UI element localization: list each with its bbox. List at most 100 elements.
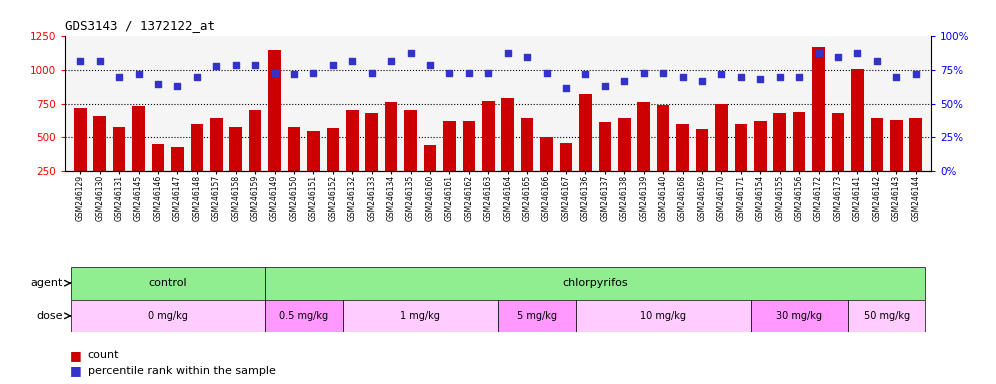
Point: [888, 74, 904, 80]
Text: 0.5 mg/kg: 0.5 mg/kg: [279, 311, 329, 321]
Bar: [268, 50, 281, 205]
Point: [772, 74, 788, 80]
Point: [578, 71, 594, 77]
Bar: [404, 111, 417, 205]
Point: [189, 74, 205, 80]
Bar: [560, 143, 573, 205]
Point: [694, 78, 710, 84]
Bar: [774, 113, 786, 205]
Point: [92, 58, 108, 64]
Bar: [343, 300, 498, 332]
Bar: [579, 94, 592, 205]
Text: 10 mg/kg: 10 mg/kg: [640, 311, 686, 321]
Point: [73, 58, 89, 64]
Point: [733, 74, 749, 80]
Point: [228, 62, 244, 68]
Bar: [871, 119, 883, 205]
Bar: [265, 267, 925, 300]
Point: [267, 70, 283, 76]
Point: [811, 50, 827, 56]
Bar: [94, 116, 106, 205]
Bar: [715, 104, 728, 205]
Point: [869, 58, 884, 64]
Point: [150, 81, 166, 87]
Point: [112, 74, 127, 80]
Point: [461, 70, 477, 76]
Point: [617, 78, 632, 84]
Text: control: control: [148, 278, 187, 288]
Text: agent: agent: [30, 278, 63, 288]
Text: ■: ■: [70, 364, 82, 377]
Point: [519, 54, 535, 60]
Point: [558, 84, 574, 91]
Point: [345, 58, 361, 64]
Text: chlorpyrifos: chlorpyrifos: [563, 278, 627, 288]
Bar: [599, 122, 612, 205]
Text: ■: ■: [70, 349, 82, 362]
Bar: [229, 127, 242, 205]
Bar: [210, 119, 222, 205]
Bar: [852, 69, 864, 205]
Bar: [171, 147, 183, 205]
Bar: [832, 113, 845, 205]
Bar: [695, 129, 708, 205]
Bar: [793, 112, 806, 205]
Bar: [132, 106, 144, 205]
Point: [539, 70, 555, 76]
Point: [130, 71, 146, 77]
Bar: [676, 124, 689, 205]
Text: GDS3143 / 1372122_at: GDS3143 / 1372122_at: [65, 19, 215, 32]
Bar: [751, 300, 848, 332]
Bar: [813, 47, 825, 205]
Point: [422, 62, 438, 68]
Text: 1 mg/kg: 1 mg/kg: [400, 311, 440, 321]
Point: [752, 76, 768, 83]
Point: [441, 70, 457, 76]
Bar: [848, 300, 925, 332]
Bar: [71, 300, 265, 332]
Point: [830, 54, 846, 60]
Bar: [540, 137, 553, 205]
Point: [597, 83, 613, 89]
Point: [402, 50, 418, 56]
Bar: [113, 127, 125, 205]
Point: [655, 70, 671, 76]
Bar: [890, 120, 902, 205]
Bar: [307, 131, 320, 205]
Bar: [637, 103, 650, 205]
Bar: [74, 108, 87, 205]
Bar: [501, 98, 514, 205]
Bar: [71, 267, 265, 300]
Bar: [754, 121, 767, 205]
Text: 5 mg/kg: 5 mg/kg: [517, 311, 557, 321]
Bar: [423, 146, 436, 205]
Bar: [190, 124, 203, 205]
Bar: [909, 119, 922, 205]
Bar: [384, 103, 397, 205]
Bar: [498, 300, 576, 332]
Bar: [249, 111, 262, 205]
Point: [500, 50, 516, 56]
Bar: [521, 119, 534, 205]
Point: [907, 71, 923, 77]
Bar: [327, 128, 340, 205]
Bar: [656, 105, 669, 205]
Text: dose: dose: [36, 311, 63, 321]
Point: [286, 71, 302, 77]
Point: [208, 63, 224, 69]
Text: percentile rank within the sample: percentile rank within the sample: [88, 366, 276, 376]
Point: [713, 71, 729, 77]
Point: [364, 70, 379, 76]
Bar: [618, 119, 630, 205]
Bar: [346, 111, 359, 205]
Bar: [482, 101, 495, 205]
Bar: [576, 300, 751, 332]
Point: [850, 50, 866, 56]
Bar: [366, 113, 378, 205]
Point: [674, 74, 690, 80]
Text: 30 mg/kg: 30 mg/kg: [776, 311, 822, 321]
Bar: [734, 124, 747, 205]
Bar: [443, 121, 456, 205]
Point: [791, 74, 807, 80]
Point: [325, 62, 341, 68]
